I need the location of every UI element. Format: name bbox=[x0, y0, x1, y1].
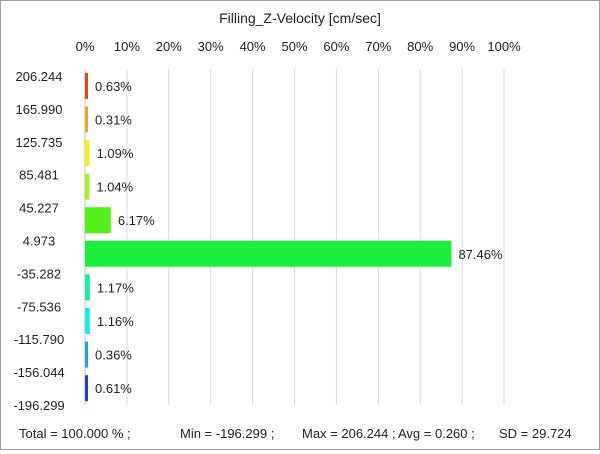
bar bbox=[85, 72, 88, 99]
y-boundary-label: 4.973 bbox=[23, 234, 56, 249]
y-boundary-labels: 206.244 165.990 125.735 85.481 45.227 4.973 -3… bbox=[13, 69, 64, 413]
y-boundary-label: -156.044 bbox=[13, 365, 64, 380]
bar-value-label: 6.17% bbox=[118, 213, 155, 228]
x-tick-label: 50% bbox=[281, 39, 307, 54]
y-boundary-label: 206.244 bbox=[16, 69, 63, 84]
footer-max: Max = 206.244 ; bbox=[302, 426, 396, 441]
x-tick-label: 10% bbox=[114, 39, 140, 54]
footer-avg: Avg = 0.260 ; bbox=[398, 426, 475, 441]
x-tick-label: 70% bbox=[365, 39, 391, 54]
bar bbox=[85, 375, 88, 402]
x-tick-label: 60% bbox=[323, 39, 349, 54]
x-tick-label: 20% bbox=[156, 39, 182, 54]
bar bbox=[85, 173, 90, 200]
chart-title: Filling_Z-Velocity [cm/sec] bbox=[219, 10, 381, 26]
bar-value-label: 1.17% bbox=[97, 280, 134, 295]
bar-value-label: 0.63% bbox=[95, 79, 132, 94]
bar-value-label: 1.16% bbox=[97, 314, 134, 329]
x-tick-label: 0% bbox=[76, 39, 95, 54]
statistics-footer: Total = 100.000 % ; Min = -196.299 ; Max… bbox=[19, 426, 572, 441]
bar-value-label: 87.46% bbox=[458, 247, 503, 262]
grid bbox=[84, 69, 505, 405]
y-boundary-label: 165.990 bbox=[16, 102, 63, 117]
bar bbox=[85, 106, 88, 133]
footer-total: Total = 100.000 % ; bbox=[19, 426, 131, 441]
x-tick-label: 30% bbox=[198, 39, 224, 54]
x-tick-label: 100% bbox=[487, 39, 521, 54]
y-boundary-label: 125.735 bbox=[16, 135, 63, 150]
bar bbox=[85, 308, 90, 334]
x-tick-label: 40% bbox=[240, 39, 266, 54]
bar-value-label: 1.04% bbox=[96, 180, 133, 195]
bar bbox=[85, 207, 111, 234]
bars bbox=[85, 72, 452, 402]
y-boundary-label: 85.481 bbox=[19, 168, 59, 183]
y-boundary-label: -196.299 bbox=[13, 398, 64, 413]
bar bbox=[85, 274, 90, 301]
y-boundary-label: 45.227 bbox=[19, 201, 59, 216]
footer-min: Min = -196.299 ; bbox=[180, 426, 274, 441]
bar bbox=[85, 240, 452, 267]
bar-value-label: 0.61% bbox=[95, 381, 132, 396]
bar-value-label: 0.31% bbox=[95, 112, 132, 127]
x-tick-label: 90% bbox=[449, 39, 475, 54]
y-boundary-label: -115.790 bbox=[14, 332, 64, 347]
bar bbox=[85, 140, 90, 166]
x-tick-label: 80% bbox=[407, 39, 433, 54]
bar-value-label: 1.09% bbox=[97, 146, 134, 161]
bar-value-label: 0.36% bbox=[95, 348, 132, 363]
footer-sd: SD = 29.724 bbox=[499, 426, 572, 441]
y-boundary-label: -75.536 bbox=[17, 299, 61, 314]
y-boundary-label: -35.282 bbox=[17, 266, 61, 281]
bar bbox=[85, 341, 88, 368]
bar-value-labels: 0.63% 0.31% 1.09% 1.04% 6.17% 87.46% 1.17% 1.16… bbox=[95, 79, 503, 396]
x-tick-labels: 0% 10% 20% 30% 40% 50% 60% 70% 80% 90% 100% bbox=[76, 39, 521, 54]
